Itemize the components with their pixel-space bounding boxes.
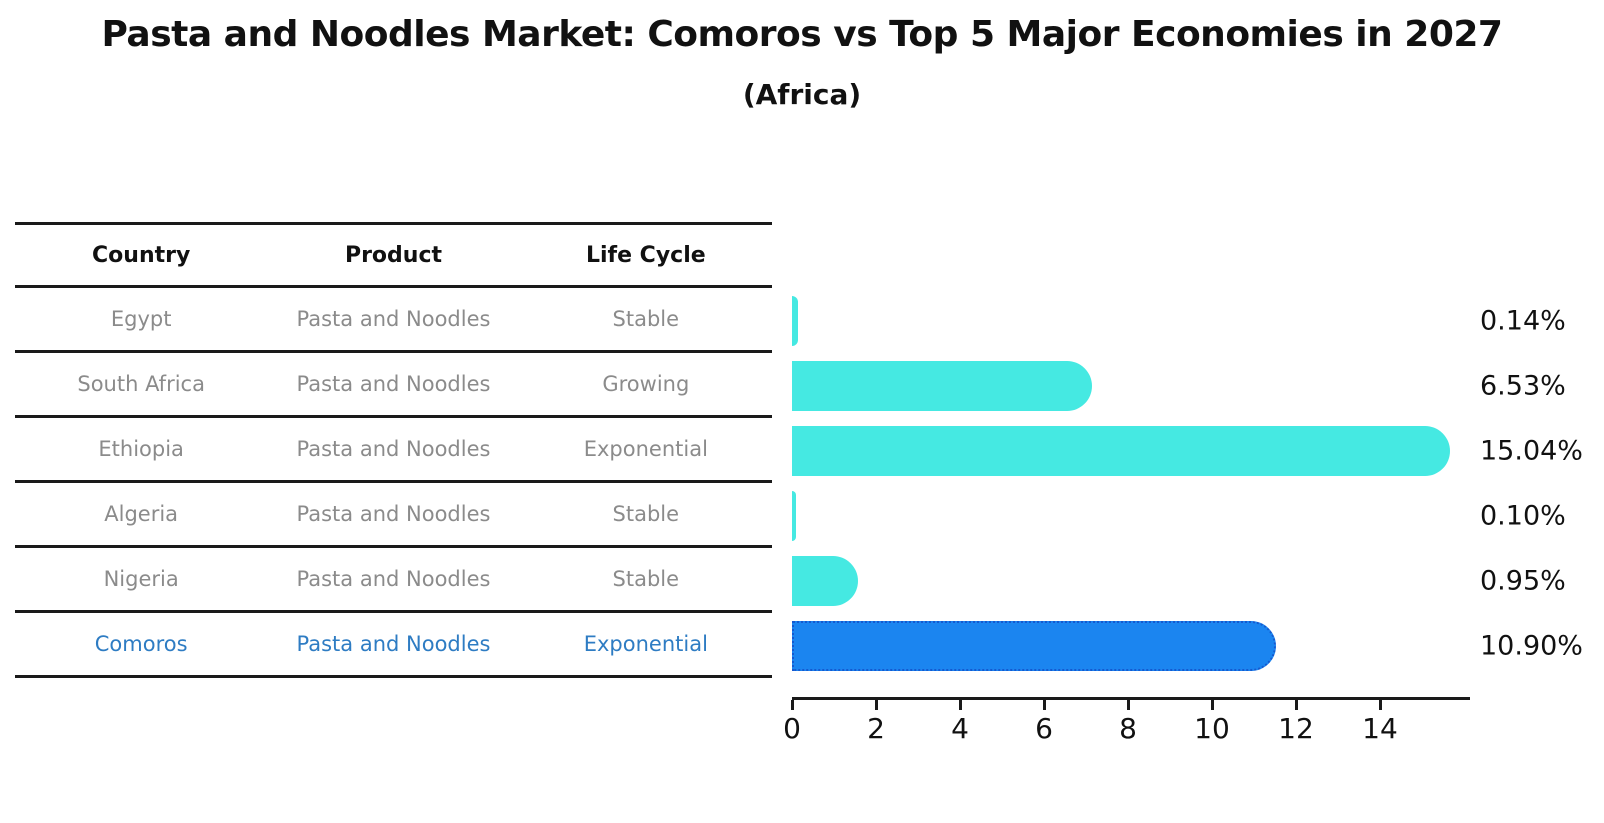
table-cell-life-cycle: Exponential bbox=[583, 632, 708, 656]
x-axis-tick-label: 8 bbox=[1119, 712, 1137, 745]
bar-highlight-comoros bbox=[792, 621, 1276, 671]
chart-subtitle: (Africa) bbox=[742, 78, 862, 111]
bar-south-africa bbox=[792, 361, 1093, 411]
x-axis-tick-label: 14 bbox=[1362, 712, 1398, 745]
table-cell-country: Egypt bbox=[110, 307, 172, 331]
bar-value-label: 6.53% bbox=[1480, 370, 1566, 402]
table-row: Algeria Pasta and Noodles Stable bbox=[15, 483, 772, 548]
bar-value-label: 0.14% bbox=[1480, 305, 1566, 337]
table-row: Nigeria Pasta and Noodles Stable bbox=[15, 548, 772, 613]
x-axis-tick-label: 0 bbox=[783, 712, 801, 745]
x-axis-tick-label: 6 bbox=[1035, 712, 1053, 745]
table-cell-product: Pasta and Noodles bbox=[296, 372, 491, 396]
x-axis-tick-label: 10 bbox=[1194, 712, 1230, 745]
chart-title: Pasta and Noodles Market: Comoros vs Top… bbox=[101, 14, 1503, 55]
bar-value-label: 0.95% bbox=[1480, 565, 1566, 597]
table-header-row: Country Product Life Cycle bbox=[15, 222, 772, 288]
table-cell-life-cycle: Stable bbox=[612, 502, 680, 526]
bar-algeria bbox=[792, 491, 797, 541]
bar-value-label: 10.90% bbox=[1480, 630, 1583, 662]
table-cell-product: Pasta and Noodles bbox=[296, 502, 491, 526]
table-row: Ethiopia Pasta and Noodles Exponential bbox=[15, 418, 772, 483]
table-cell-life-cycle: Growing bbox=[602, 372, 690, 396]
bar-value-label: 0.10% bbox=[1480, 500, 1566, 532]
x-axis-tick-label: 12 bbox=[1278, 712, 1314, 745]
x-axis-tick bbox=[1295, 700, 1298, 710]
table-body: Egypt Pasta and Noodles Stable South Africa… bbox=[15, 288, 772, 678]
x-axis-tick bbox=[791, 700, 794, 710]
country-table: Country Product Life Cycle Egypt Pasta an… bbox=[15, 222, 772, 678]
table-header-country: Country bbox=[92, 242, 191, 268]
table-cell-product: Pasta and Noodles bbox=[296, 437, 491, 461]
bar-egypt bbox=[792, 296, 798, 346]
bar-nigeria bbox=[792, 556, 858, 606]
table-cell-life-cycle: Exponential bbox=[583, 437, 708, 461]
bar-ethiopia bbox=[792, 426, 1450, 476]
table-row: Egypt Pasta and Noodles Stable bbox=[15, 288, 772, 353]
table-cell-product: Pasta and Noodles bbox=[296, 307, 491, 331]
x-axis-tick bbox=[1043, 700, 1046, 710]
table-header-life-cycle: Life Cycle bbox=[585, 242, 706, 268]
plot-area: 0 2 4 6 8 10 12 14 bbox=[783, 288, 1470, 745]
table-cell-product: Pasta and Noodles bbox=[296, 567, 491, 591]
table-header-product: Product bbox=[344, 242, 443, 268]
table-cell-country: South Africa bbox=[77, 372, 205, 396]
table-row: South Africa Pasta and Noodles Growing bbox=[15, 353, 772, 418]
x-axis-tick bbox=[1379, 700, 1382, 710]
table-cell-country: Algeria bbox=[104, 502, 179, 526]
table-cell-life-cycle: Stable bbox=[612, 307, 680, 331]
x-axis-tick-label: 4 bbox=[951, 712, 969, 745]
x-axis-tick bbox=[1127, 700, 1130, 710]
table-cell-life-cycle: Stable bbox=[612, 567, 680, 591]
table-cell-country: Nigeria bbox=[103, 567, 179, 591]
table-cell-country: Comoros bbox=[94, 632, 188, 656]
bar-value-label: 15.04% bbox=[1480, 435, 1583, 467]
x-axis-tick bbox=[1211, 700, 1214, 710]
x-axis-tick-label: 2 bbox=[867, 712, 885, 745]
table-row: Comoros Pasta and Noodles Exponential bbox=[15, 613, 772, 678]
x-axis-tick bbox=[875, 700, 878, 710]
table-cell-country: Ethiopia bbox=[98, 437, 184, 461]
x-axis-line bbox=[792, 697, 1470, 700]
x-axis-tick bbox=[959, 700, 962, 710]
table-cell-product: Pasta and Noodles bbox=[296, 632, 491, 656]
